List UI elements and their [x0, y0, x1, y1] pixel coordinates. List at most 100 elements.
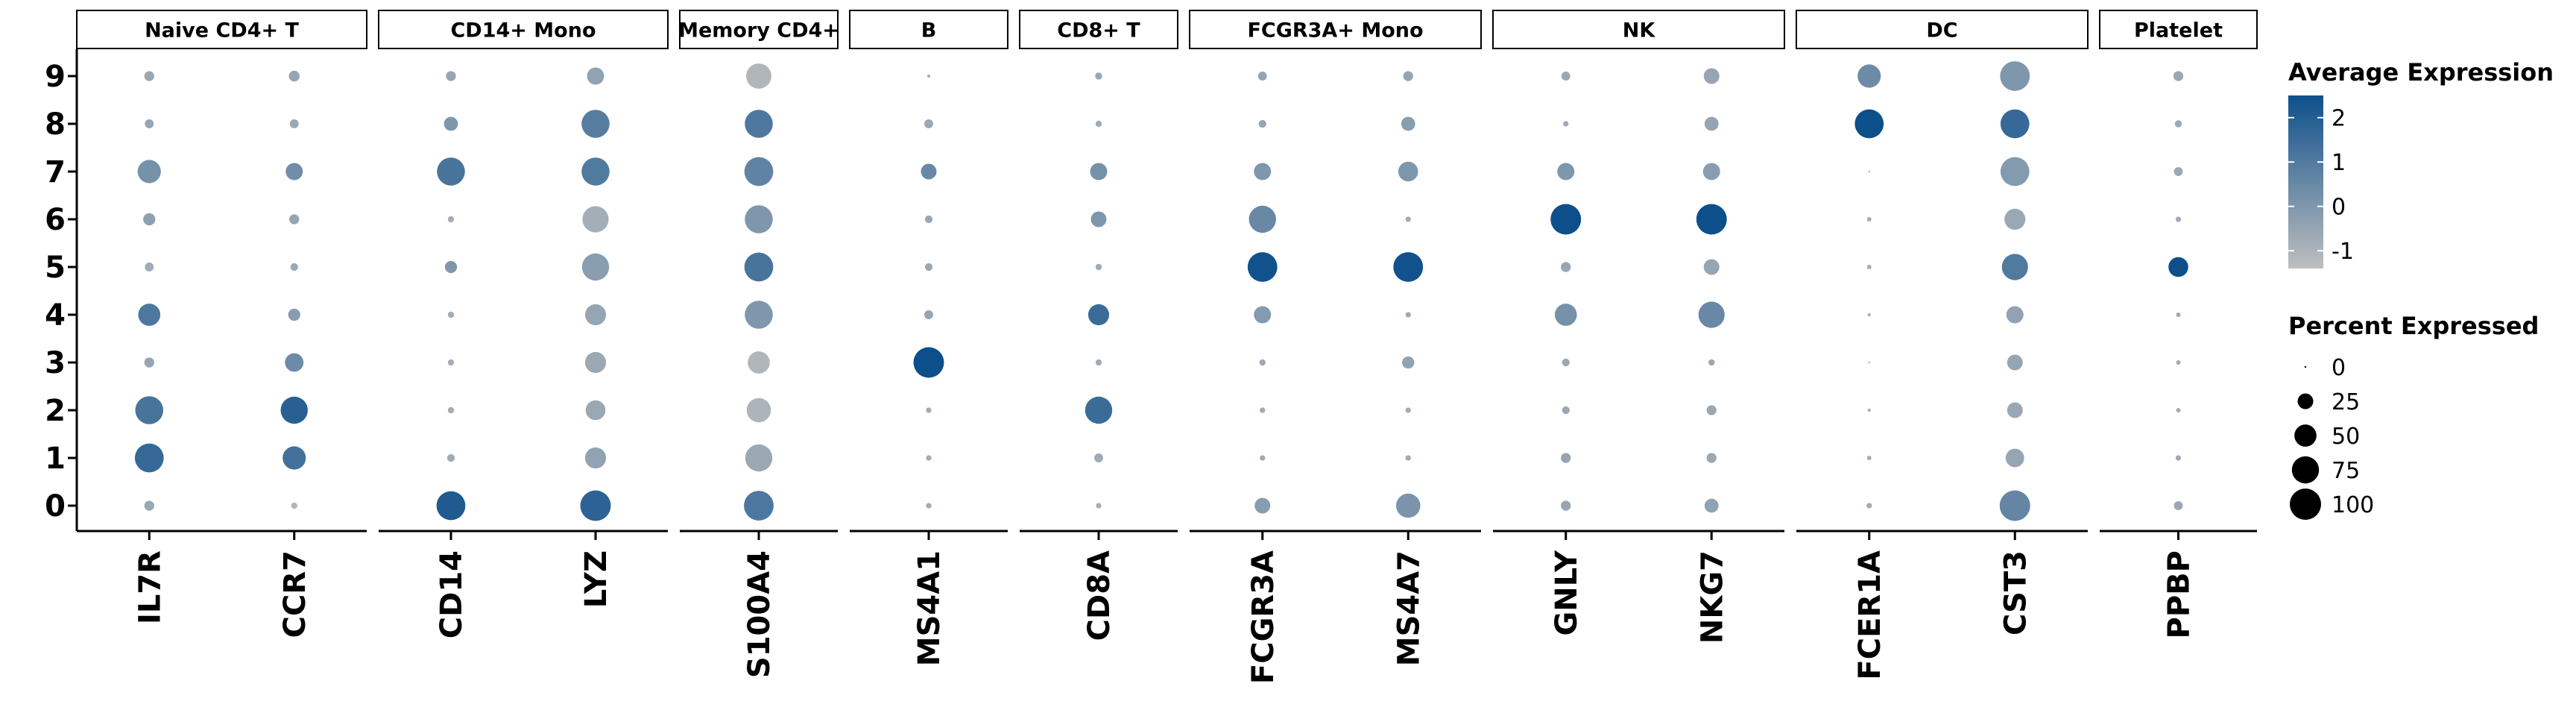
- dot-s100a4-cluster-0: [744, 491, 774, 521]
- dot-ppbp-cluster-7: [2174, 167, 2183, 176]
- size-legend-label: 0: [2332, 355, 2346, 381]
- dot-cd14-cluster-8: [443, 116, 458, 131]
- dot-cd14-cluster-9: [446, 71, 456, 81]
- size-legend-dot: [2290, 489, 2321, 520]
- dot-ppbp-cluster-9: [2173, 71, 2184, 81]
- dot-fcgr3a-cluster-6: [1248, 205, 1276, 233]
- dot-nkg7-cluster-5: [1703, 259, 1720, 275]
- dot-ccr7-cluster-0: [291, 502, 297, 509]
- dot-il7r-cluster-4: [138, 304, 161, 326]
- dot-fcgr3a-cluster-4: [1254, 306, 1272, 324]
- dot-ppbp-cluster-0: [2174, 501, 2183, 510]
- dot-ms4a7-cluster-6: [1405, 216, 1411, 222]
- dot-fcer1a-cluster-1: [1866, 456, 1872, 460]
- dot-ms4a7-cluster-5: [1393, 252, 1424, 282]
- size-legend-label: 75: [2332, 458, 2360, 484]
- dot-cd14-cluster-7: [437, 157, 465, 186]
- dot-nkg7-cluster-8: [1704, 116, 1719, 131]
- panel-strip: [1189, 10, 1482, 49]
- color-legend-label: 2: [2332, 106, 2346, 132]
- dot-s100a4-cluster-7: [744, 157, 774, 186]
- dot-nkg7-cluster-6: [1696, 204, 1727, 235]
- dot-il7r-cluster-7: [137, 160, 161, 183]
- dot-ccr7-cluster-4: [288, 308, 300, 321]
- dot-ms4a1-cluster-8: [924, 119, 933, 128]
- dot-il7r-cluster-1: [134, 443, 164, 473]
- dot-il7r-cluster-5: [145, 263, 154, 271]
- dot-ppbp-cluster-1: [2175, 455, 2182, 461]
- dot-cd8a-cluster-1: [1094, 453, 1103, 462]
- panel-strip: [1796, 10, 2089, 49]
- dot-ms4a1-cluster-3: [913, 347, 944, 378]
- color-legend-label: 1: [2332, 150, 2346, 176]
- dot-ms4a1-cluster-4: [924, 310, 933, 319]
- size-legend-dot: [2297, 393, 2314, 409]
- color-gradient-bar: [2288, 95, 2323, 268]
- dot-s100a4-cluster-8: [745, 110, 773, 138]
- color-legend-title: Average Expression: [2288, 58, 2554, 87]
- dot-fcer1a-cluster-9: [1857, 64, 1881, 88]
- x-tick-label-lyz: LYZ: [579, 550, 613, 608]
- average-expression-legend: Average Expression 2 1 0 -1: [2288, 58, 2554, 268]
- dot-ppbp-cluster-3: [2176, 360, 2181, 365]
- x-tick-label-fcgr3a: FCGR3A: [1246, 550, 1281, 684]
- dot-ms4a1-cluster-6: [924, 215, 933, 224]
- dot-cst3-cluster-4: [2006, 306, 2024, 324]
- dot-fcer1a-cluster-4: [1867, 313, 1871, 317]
- panel-platelet: Platelet PPBP: [2099, 10, 2258, 638]
- dot-fcgr3a-cluster-8: [1258, 119, 1266, 128]
- panel-strip-label: B: [921, 19, 937, 43]
- dot-cd8a-cluster-8: [1095, 120, 1102, 128]
- dot-gnly-cluster-4: [1554, 304, 1577, 326]
- dot-fcgr3a-cluster-0: [1254, 497, 1271, 514]
- dot-ccr7-cluster-3: [285, 353, 304, 372]
- panel-strip-label: NK: [1623, 19, 1656, 43]
- panel-strip: [679, 10, 839, 49]
- dot-lyz-cluster-1: [584, 447, 607, 469]
- panel-strip: [76, 10, 367, 49]
- dot-nkg7-cluster-4: [1698, 301, 1725, 328]
- dot-gnly-cluster-6: [1550, 204, 1582, 235]
- dot-nkg7-cluster-9: [1703, 68, 1720, 84]
- x-tick-label-cd14: CD14: [435, 550, 469, 638]
- color-legend-label: -1: [2332, 239, 2354, 265]
- dot-nkg7-cluster-3: [1708, 359, 1715, 366]
- size-legend-title: Percent Expressed: [2288, 312, 2539, 340]
- y-tick-label-4: 4: [45, 298, 66, 333]
- dot-gnly-cluster-1: [1561, 453, 1571, 463]
- dot-fcer1a-cluster-3: [1868, 361, 1870, 364]
- panel-naive-cd4-t: Naive CD4+ T IL7R CCR7: [76, 10, 367, 638]
- dot-s100a4-cluster-2: [746, 398, 771, 423]
- dot-cd14-cluster-0: [436, 491, 466, 521]
- y-axis: 0 1 2 3 4 5 6 7 8 9: [45, 49, 78, 531]
- dot-gnly-cluster-5: [1561, 262, 1571, 272]
- dot-gnly-cluster-7: [1557, 163, 1575, 180]
- dot-ms4a1-cluster-7: [921, 163, 937, 180]
- panel-strip: [849, 10, 1008, 49]
- dot-fcer1a-cluster-5: [1866, 265, 1872, 269]
- y-tick-label-3: 3: [45, 346, 66, 380]
- dot-cd14-cluster-1: [446, 453, 455, 462]
- size-legend-label: 100: [2332, 492, 2374, 518]
- dot-ms4a1-cluster-9: [926, 74, 931, 78]
- panel-strip: [2099, 10, 2258, 49]
- dot-il7r-cluster-8: [145, 119, 154, 128]
- dot-cst3-cluster-6: [2004, 208, 2026, 230]
- dot-cd8a-cluster-6: [1090, 211, 1107, 227]
- panel-fcgr3a-mono: FCGR3A+ Mono FCGR3A MS4A7: [1189, 10, 1482, 684]
- dot-ppbp-cluster-8: [2174, 120, 2182, 128]
- x-tick-label-fcer1a: FCER1A: [1853, 550, 1887, 680]
- panel-nk: NK GNLY NKG7: [1492, 10, 1785, 644]
- size-legend-label: 25: [2332, 389, 2360, 415]
- panel-strip-label: CD8+ T: [1057, 19, 1140, 43]
- dot-cd14-cluster-6: [447, 216, 455, 223]
- y-tick-label-5: 5: [45, 251, 66, 285]
- panel-strip: [1019, 10, 1178, 49]
- dot-lyz-cluster-9: [587, 67, 604, 85]
- dot-ccr7-cluster-5: [290, 263, 298, 271]
- y-tick-label-0: 0: [45, 489, 66, 524]
- dot-s100a4-cluster-3: [748, 351, 770, 374]
- dot-cd8a-cluster-7: [1090, 163, 1108, 180]
- dot-ms4a7-cluster-8: [1401, 116, 1415, 131]
- dot-il7r-cluster-6: [143, 213, 156, 226]
